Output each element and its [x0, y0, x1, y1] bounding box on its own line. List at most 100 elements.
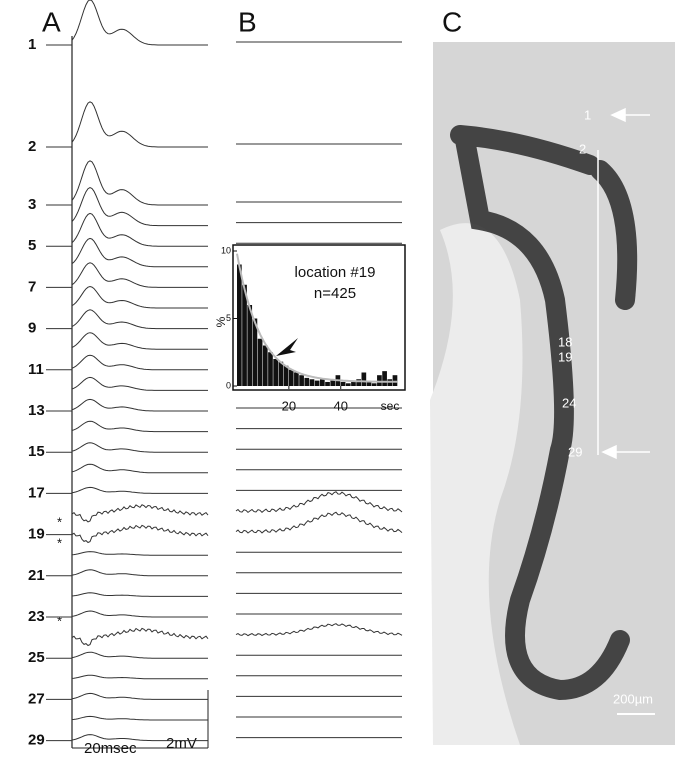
trace	[71, 262, 208, 288]
row-label: 29	[28, 732, 45, 749]
marker: *	[57, 535, 62, 550]
y-tick-label: 0	[226, 380, 231, 390]
bar	[242, 284, 247, 386]
row-label: 23	[28, 608, 45, 625]
x-tick-label: 20	[282, 398, 296, 413]
cell-layer	[450, 125, 638, 701]
trace	[71, 354, 208, 371]
trace	[71, 610, 208, 618]
bar	[278, 361, 284, 386]
trace	[71, 442, 208, 453]
y-tick-label: 5	[226, 313, 231, 323]
y-tick-label: 10	[221, 245, 231, 255]
bar	[252, 318, 258, 386]
row-label: 11	[28, 361, 44, 378]
bar	[304, 377, 310, 386]
panel-label: A	[42, 6, 61, 37]
trace	[71, 463, 208, 474]
row-label: 17	[28, 484, 45, 501]
bar	[340, 381, 346, 386]
panel-label: C	[442, 6, 462, 37]
row-label: 1	[28, 36, 36, 53]
arrowhead	[276, 338, 298, 356]
trace	[71, 0, 208, 46]
trace	[71, 692, 208, 700]
row-label: 15	[28, 443, 45, 460]
site-label: 29	[568, 444, 582, 459]
trace	[71, 592, 208, 597]
scale-label: 200µm	[613, 691, 653, 706]
bar	[294, 372, 299, 386]
arrow	[601, 107, 650, 460]
row-label: 25	[28, 649, 45, 666]
marker: *	[57, 514, 62, 529]
bar	[273, 359, 278, 386]
trace	[71, 734, 208, 742]
bar	[283, 365, 289, 386]
bar	[262, 345, 268, 386]
bar	[320, 379, 325, 386]
bar	[325, 381, 330, 386]
trace	[71, 486, 208, 494]
trace	[71, 674, 208, 680]
trace	[71, 715, 208, 721]
trace	[235, 623, 403, 637]
trace	[71, 398, 208, 412]
site-label: 2	[579, 141, 586, 156]
site-label: 1	[584, 107, 591, 122]
trace	[71, 187, 208, 227]
x-unit: sec	[381, 399, 400, 413]
trace	[71, 237, 208, 268]
bar	[356, 379, 361, 386]
marker: *	[57, 613, 62, 628]
trace	[71, 212, 208, 247]
row-label: 5	[28, 237, 36, 254]
bar	[309, 379, 315, 386]
trace	[71, 285, 208, 309]
time-scale: 20msec	[84, 740, 137, 757]
bar	[377, 375, 382, 386]
bar	[257, 338, 263, 386]
bar	[268, 352, 273, 386]
bar	[361, 372, 367, 386]
bar	[392, 375, 398, 386]
bar	[314, 380, 320, 386]
trace	[71, 420, 208, 433]
bar	[351, 380, 356, 386]
fit-curve	[236, 253, 398, 383]
bar	[288, 369, 294, 386]
trace	[71, 160, 208, 206]
row-label: 2	[28, 138, 36, 155]
site-label: 18	[558, 334, 572, 349]
inset-title: location #19	[295, 264, 376, 281]
bar	[237, 264, 242, 386]
bar	[366, 381, 372, 386]
inset-subtitle: n=425	[314, 285, 356, 302]
bar	[247, 305, 253, 386]
trace	[71, 651, 208, 659]
bar	[345, 383, 351, 386]
traces	[46, 0, 403, 742]
trace	[71, 504, 209, 523]
row-label: 7	[28, 278, 36, 295]
row-label: 19	[28, 526, 45, 543]
panel-label: B	[238, 6, 257, 37]
site-label: 24	[562, 395, 576, 410]
trace	[71, 551, 208, 556]
trace	[71, 627, 209, 647]
trace	[235, 491, 403, 514]
row-label: 21	[28, 567, 45, 584]
trace	[235, 511, 403, 534]
row-label: 27	[28, 690, 45, 707]
row-label: 9	[28, 320, 36, 337]
voltage-scale: 2mV	[166, 735, 197, 752]
inset: 0 5 10 20 40 sec% location #19 n=425	[214, 245, 399, 413]
bar	[371, 383, 377, 386]
trace	[71, 101, 208, 148]
site-label: 19	[558, 349, 572, 364]
bar	[330, 380, 336, 386]
bar	[299, 375, 304, 386]
trace	[71, 569, 208, 577]
bar	[382, 371, 387, 386]
